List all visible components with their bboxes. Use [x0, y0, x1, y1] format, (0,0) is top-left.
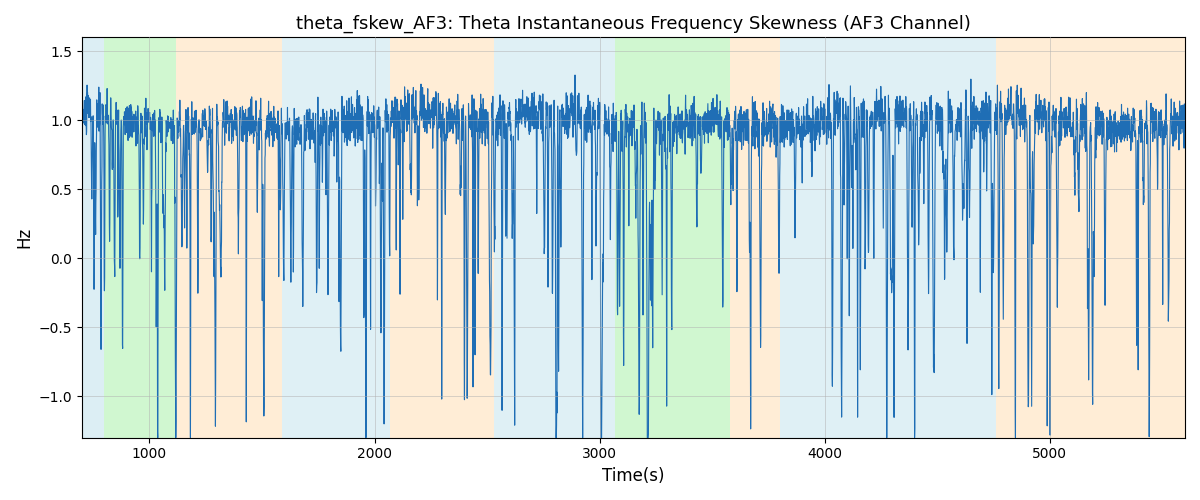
- Bar: [82, 38, 104, 438]
- Title: theta_fskew_AF3: Theta Instantaneous Frequency Skewness (AF3 Channel): theta_fskew_AF3: Theta Instantaneous Fre…: [296, 15, 971, 34]
- Bar: [731, 38, 780, 438]
- Bar: [282, 38, 390, 438]
- Bar: [176, 38, 282, 438]
- Bar: [104, 38, 176, 438]
- Bar: [996, 38, 1186, 438]
- Bar: [390, 38, 494, 438]
- Bar: [616, 38, 731, 438]
- Bar: [494, 38, 616, 438]
- Bar: [780, 38, 996, 438]
- X-axis label: Time(s): Time(s): [602, 467, 665, 485]
- Y-axis label: Hz: Hz: [14, 227, 32, 248]
